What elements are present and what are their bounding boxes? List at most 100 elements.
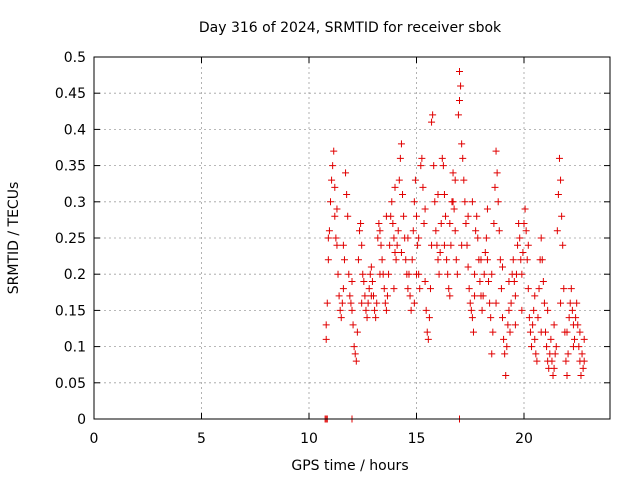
data-point: [511, 321, 519, 329]
data-point: [553, 227, 561, 235]
data-point: [392, 256, 400, 264]
data-point: [468, 314, 476, 322]
data-point: [489, 328, 497, 336]
data-point: [430, 162, 438, 170]
data-point: [399, 191, 407, 199]
data-point: [490, 220, 498, 228]
data-point: [439, 162, 447, 170]
chart-title: Day 316 of 2024, SRMTID for receiver sbo…: [199, 20, 502, 36]
data-point: [466, 299, 474, 307]
data-point: [410, 198, 418, 206]
data-point: [383, 292, 391, 300]
data-point: [436, 248, 444, 256]
data-point: [494, 198, 502, 206]
data-point: [524, 241, 532, 249]
data-point: [580, 357, 588, 365]
data-point: [425, 314, 433, 322]
y-axis-label: SRMTID / TECUs: [6, 182, 22, 295]
data-point: [428, 118, 436, 126]
data-point: [492, 147, 500, 155]
data-point: [460, 176, 468, 184]
data-point: [336, 306, 344, 314]
data-point: [464, 212, 472, 220]
data-point: [402, 256, 410, 264]
data-point: [531, 292, 539, 300]
data-point: [519, 248, 527, 256]
data-point: [483, 256, 491, 264]
data-point: [405, 270, 413, 278]
y-tick-label: 0.1: [64, 340, 86, 356]
data-point: [372, 314, 380, 322]
data-point: [552, 343, 560, 351]
data-point: [322, 335, 330, 343]
data-point: [551, 350, 559, 358]
data-point: [562, 357, 570, 365]
data-point: [471, 270, 479, 278]
data-point: [573, 299, 581, 307]
data-point: [550, 364, 558, 372]
data-point: [389, 220, 397, 228]
data-point: [390, 234, 398, 242]
data-point: [479, 292, 487, 300]
data-point: [331, 212, 339, 220]
data-point: [488, 350, 496, 358]
data-point: [386, 241, 394, 249]
data-point: [567, 285, 575, 293]
data-point: [381, 299, 389, 307]
data-point: [457, 82, 465, 90]
data-point: [367, 263, 375, 271]
data-point: [518, 306, 526, 314]
x-axis-label: GPS time / hours: [291, 458, 408, 474]
data-point: [461, 198, 469, 206]
data-point: [521, 205, 529, 213]
data-point: [462, 220, 470, 228]
data-point: [349, 321, 357, 329]
data-point: [557, 299, 565, 307]
data-point: [397, 140, 405, 148]
data-point: [523, 256, 531, 264]
data-point: [568, 306, 576, 314]
plot-frame: [93, 56, 611, 420]
data-point: [334, 270, 342, 278]
points-layer: [321, 67, 588, 423]
data-point: [488, 270, 496, 278]
data-point: [525, 314, 533, 322]
data-point: [335, 292, 343, 300]
data-point: [351, 350, 359, 358]
data-point: [518, 270, 526, 278]
data-point: [491, 183, 499, 191]
data-point: [339, 285, 347, 293]
data-point: [366, 270, 374, 278]
data-point: [337, 314, 345, 322]
data-point: [458, 140, 466, 148]
data-point: [453, 270, 461, 278]
data-point: [434, 256, 442, 264]
data-point: [356, 227, 364, 235]
data-point: [565, 314, 573, 322]
data-point: [374, 234, 382, 242]
data-point: [413, 270, 420, 278]
data-point: [415, 234, 423, 242]
data-point: [377, 241, 385, 249]
data-point: [348, 277, 356, 285]
data-point: [359, 270, 367, 278]
x-tick-label: 0: [90, 431, 99, 447]
data-point: [446, 220, 454, 228]
y-tick-label: 0.4: [64, 122, 86, 138]
data-point: [486, 299, 494, 307]
data-point: [358, 299, 366, 307]
data-point: [344, 212, 352, 220]
data-point: [520, 220, 528, 228]
data-point: [473, 212, 481, 220]
data-point: [534, 314, 542, 322]
data-point: [373, 299, 381, 307]
data-point: [497, 285, 505, 293]
data-point: [452, 256, 460, 264]
data-point: [482, 234, 490, 242]
data-point: [322, 321, 330, 329]
data-point: [555, 154, 563, 162]
data-point: [340, 256, 348, 264]
data-point: [331, 183, 339, 191]
data-point: [529, 321, 537, 329]
data-point: [503, 343, 511, 351]
